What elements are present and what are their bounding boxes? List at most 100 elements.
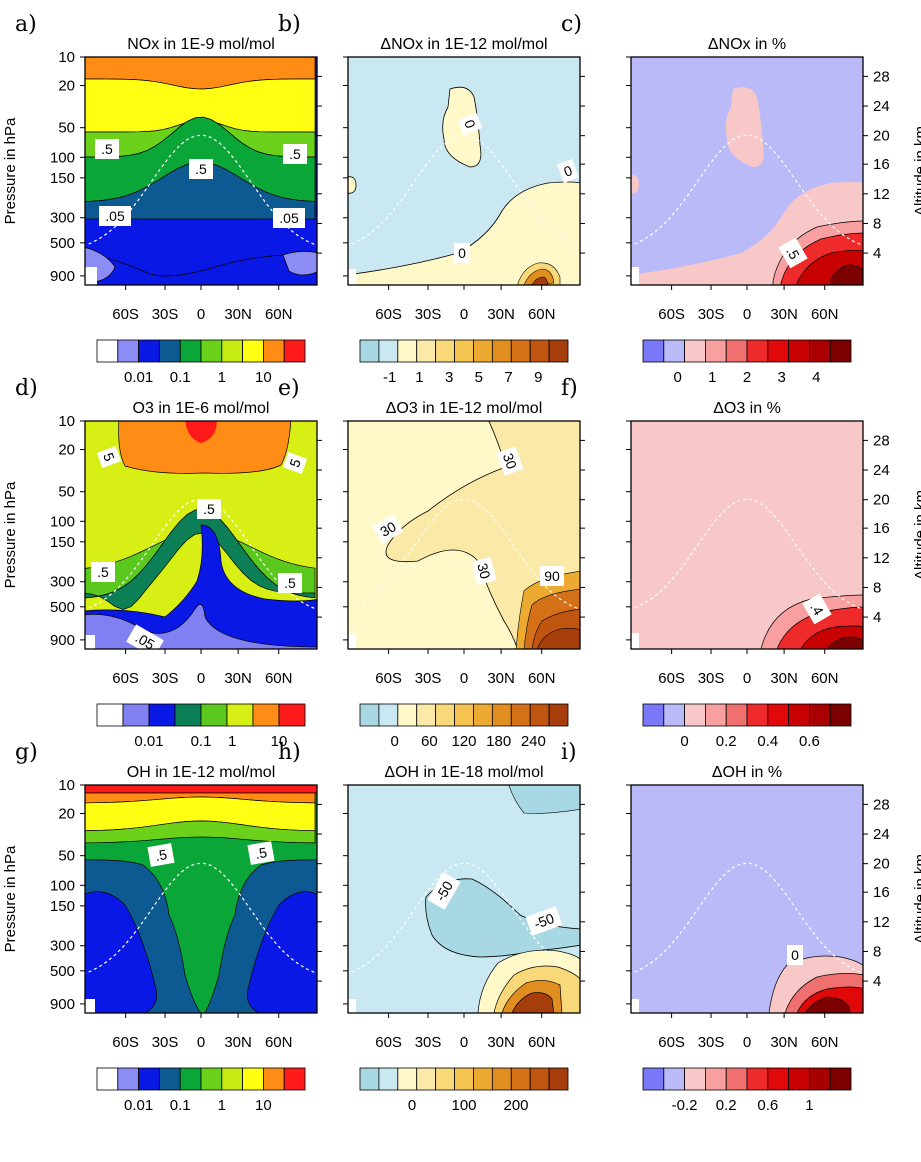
x-tick-label: 30N	[487, 670, 515, 687]
contour-label: .5	[197, 499, 221, 519]
contour-label: .5	[247, 841, 275, 865]
colorbar-swatch	[174, 703, 202, 727]
contour-band	[828, 636, 863, 649]
colorbar: -0.2 0.2 0.6 1	[642, 1067, 852, 1114]
colorbar-label: 0	[680, 733, 688, 750]
contour-label-text: -50	[532, 910, 557, 932]
contour-label-text: .5	[254, 844, 268, 862]
y-tick-label: 500	[50, 235, 75, 252]
contour-band	[85, 161, 316, 220]
x-tick-label: 30S	[152, 1034, 179, 1051]
contour-band	[531, 276, 549, 285]
contour-label-text: .5	[289, 146, 301, 162]
y2-tick-label: 8	[873, 215, 881, 232]
contour-label: -50	[525, 906, 563, 936]
contour-label-text: 0	[791, 947, 799, 963]
colorbar-label: 0.01	[134, 733, 163, 750]
y-tick-label: 100	[50, 513, 75, 530]
panel-g: g)OH in 1E-12 mol/mol.5.5102050100150300…	[2, 740, 322, 1114]
x-tick-label: 60S	[112, 1034, 139, 1051]
colorbar-swatch	[96, 339, 119, 363]
colorbar-swatch	[252, 703, 280, 727]
colorbar-swatch	[416, 339, 437, 363]
contour-label: .4	[802, 593, 832, 625]
colorbar-label: 60	[421, 733, 438, 750]
y2-axis-title-group: Altitude in km	[912, 490, 921, 580]
colorbar-swatch	[242, 1067, 264, 1091]
contour-band	[247, 891, 317, 1013]
x-tick-label: 0	[197, 670, 205, 687]
y-tick-label: 50	[58, 848, 75, 865]
contour-label-text: 30	[377, 518, 399, 540]
y-tick-label: 150	[50, 170, 75, 187]
colorbar-swatch	[767, 1067, 790, 1091]
x-tick-label: 60N	[528, 670, 556, 687]
y-tick-label: 900	[50, 268, 75, 285]
contour-label: 30	[496, 446, 524, 476]
contour-label: .05	[99, 206, 131, 226]
colorbar-label: 120	[451, 733, 476, 750]
contour-label: .5	[91, 562, 115, 582]
colorbar-swatch	[491, 703, 512, 727]
panel-e: e) ΔO3 in 1E-12 mol/mol 30 30 30 90 60S 30S 0 30N…	[278, 376, 585, 750]
y2-tick-label: 12	[873, 550, 890, 567]
colorbar: 0.01 0.1 1 10	[96, 1067, 306, 1114]
colorbar-swatch	[684, 1067, 706, 1091]
colorbar-swatch	[510, 1067, 531, 1091]
y-axis-title: Pressure in hPa	[2, 117, 19, 224]
panel-letter: g)	[15, 740, 38, 765]
colorbar-swatch	[491, 339, 512, 363]
missing-data	[85, 999, 95, 1013]
y-tick-label: 50	[58, 120, 75, 137]
contour-label-text: .5	[154, 846, 168, 864]
plot-area: 0 0 0	[348, 57, 580, 285]
colorbar-swatch	[159, 339, 181, 363]
colorbar-label: 1	[415, 369, 423, 386]
tropopause-line	[85, 862, 316, 974]
contour-band	[85, 891, 157, 1013]
contour-label-text: .5	[203, 501, 215, 517]
colorbar-swatch	[242, 339, 264, 363]
contour-label: .5	[283, 144, 307, 164]
x-tick-label: 30S	[698, 670, 725, 687]
contour-label-text: .05	[279, 210, 299, 226]
colorbar-swatch	[705, 703, 727, 727]
colorbar-swatch	[663, 1067, 685, 1091]
tropopause-line	[631, 498, 862, 610]
colorbar-swatch	[705, 339, 727, 363]
colorbar-swatch	[548, 703, 569, 727]
x-tick-label: 30N	[224, 306, 252, 323]
plot-area: .5 .5	[85, 785, 317, 1013]
tropopause-line	[631, 134, 862, 246]
y2-tick-label: 24	[873, 462, 890, 479]
contour-label: 30	[372, 514, 404, 544]
y-tick-label: 10	[58, 49, 75, 66]
contour-label-text: 0	[458, 245, 466, 261]
y-axis-title: Pressure in hPa	[2, 845, 19, 952]
y-axis-title: Pressure in hPa	[2, 481, 19, 588]
colorbar-label: -1	[383, 369, 396, 386]
colorbar-swatch	[122, 703, 150, 727]
colorbar-swatch	[808, 339, 831, 363]
colorbar-swatch	[378, 703, 399, 727]
y2-tick-label: 24	[873, 826, 890, 843]
colorbar: 0 100 200	[359, 1067, 569, 1114]
colorbar-label: 0.1	[170, 1097, 191, 1114]
colorbar-swatch	[725, 339, 748, 363]
colorbar-label: 0.6	[757, 1097, 778, 1114]
colorbar-swatch	[684, 339, 706, 363]
y-axis-title-group: Pressure in hPa	[2, 481, 19, 588]
y2-tick-label: 16	[873, 884, 890, 901]
panel-title: ΔOH in %	[712, 764, 782, 781]
panel-letter: f)	[561, 376, 578, 401]
x-tick-label: 60N	[528, 306, 556, 323]
x-tick-label: 0	[460, 1034, 468, 1051]
colorbar-swatch	[767, 703, 790, 727]
missing-data	[85, 267, 97, 285]
contour-label: 30	[471, 556, 497, 586]
x-tick-label: 30S	[698, 306, 725, 323]
y-tick-label: 300	[50, 210, 75, 227]
contour-band	[830, 264, 863, 285]
contour-label: .5	[189, 159, 213, 179]
